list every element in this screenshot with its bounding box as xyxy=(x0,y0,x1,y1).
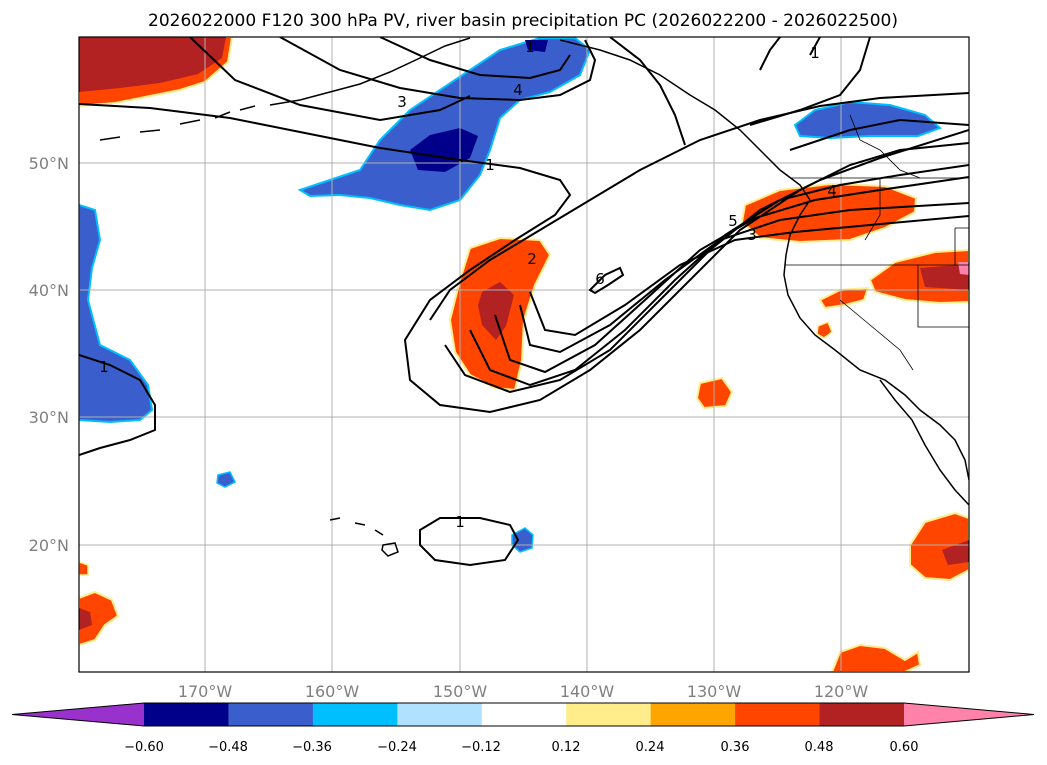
contour-label: 4 xyxy=(513,81,523,99)
contour-label-group: 1 3 4 1 1 2 6 5 3 4 1 1 xyxy=(99,38,837,531)
coast-aleutians xyxy=(99,105,256,141)
negative-region-bc xyxy=(793,100,942,140)
coast-alaska xyxy=(269,37,811,201)
coast-west-us xyxy=(783,199,969,481)
contour-label: 1 xyxy=(99,358,109,376)
contour-label: 5 xyxy=(728,212,738,230)
contour-label: 1 xyxy=(455,513,465,531)
colorbar-tick-label: 0.24 xyxy=(636,740,665,755)
colorbar-tick-label: −0.48 xyxy=(208,740,248,755)
negative-region-west xyxy=(79,203,154,424)
colorbar-tick-label: −0.24 xyxy=(377,740,417,755)
colorbar xyxy=(11,702,1035,727)
colorbar-tick-label: 0.60 xyxy=(890,740,919,755)
lon-label: 160°W xyxy=(305,682,360,701)
colorbar-tick-label: 0.48 xyxy=(805,740,834,755)
contour-3 xyxy=(444,129,969,394)
contour-label: 1 xyxy=(485,156,495,174)
contour-4 xyxy=(469,164,969,387)
latitude-labels: 50°N 40°N 30°N 20°N xyxy=(29,154,69,555)
lat-label: 50°N xyxy=(29,154,69,173)
colorbar-tick-label: −0.12 xyxy=(461,740,501,755)
positive-region-southwest-core xyxy=(79,608,92,630)
map-area: 1 3 4 1 1 2 6 5 3 4 1 1 xyxy=(79,37,969,672)
colorbar-tick-labels: −0.60 −0.48 −0.36 −0.24 −0.12 0.12 0.24 … xyxy=(124,740,918,755)
contour-1-north xyxy=(79,103,969,414)
contour-label: 1 xyxy=(810,44,820,62)
contour-1-west xyxy=(79,354,156,456)
colorbar-segment xyxy=(397,703,483,726)
positive-region-northwest-core xyxy=(79,37,226,92)
positive-region-central-core xyxy=(478,282,514,340)
contour-label: 1 xyxy=(525,38,535,56)
colorbar-tick-label: −0.60 xyxy=(124,740,164,755)
negative-region-small-2 xyxy=(511,527,534,553)
lat-label: 40°N xyxy=(29,281,69,300)
negative-regions xyxy=(79,37,942,553)
coast-hawaii xyxy=(329,517,399,557)
positive-region-tiny xyxy=(79,561,89,576)
lon-label: 140°W xyxy=(560,682,615,701)
positive-region-mexico-core xyxy=(942,540,969,565)
positive-region-south xyxy=(830,643,922,672)
lat-label: 20°N xyxy=(29,536,69,555)
contour-1-hawaii xyxy=(419,517,520,567)
colorbar-segment xyxy=(735,703,821,726)
colorbar-segment xyxy=(312,703,398,726)
contour-2 xyxy=(429,92,969,321)
colorbar-tick-label: 0.36 xyxy=(721,740,750,755)
contour-label: 3 xyxy=(747,226,757,244)
contour-label: 2 xyxy=(527,250,537,268)
map-frame xyxy=(78,36,970,673)
colorbar-segment xyxy=(144,703,229,726)
lon-label: 150°W xyxy=(433,682,488,701)
colorbar-extend-low xyxy=(12,703,144,726)
colorbar-extend-high xyxy=(904,703,1034,726)
longitude-labels: 170°W 160°W 150°W 140°W 130°W 120°W xyxy=(178,682,869,701)
contour-7 xyxy=(529,215,969,337)
colorbar-tick-label: 0.12 xyxy=(552,740,581,755)
positive-region-small-coast xyxy=(816,321,833,339)
contour-label: 4 xyxy=(827,182,837,200)
contour-label: 3 xyxy=(397,93,407,111)
map-title: 2026022000 F120 300 hPa PV, river basin … xyxy=(148,11,898,31)
colorbar-segment xyxy=(650,703,736,726)
positive-region-great-basin-core xyxy=(920,264,969,290)
contour-6-closed xyxy=(588,266,625,295)
colorbar-segment xyxy=(566,703,652,726)
contour-6 xyxy=(519,202,969,354)
colorbar-segment xyxy=(819,703,905,726)
colorbar-outline xyxy=(11,702,1035,727)
negative-region-small-1 xyxy=(216,471,237,488)
positive-region-southwest xyxy=(79,590,120,647)
pv-contours xyxy=(79,37,969,567)
lat-label: 30°N xyxy=(29,408,69,427)
colorbar-segment xyxy=(228,703,314,726)
colorbar-segment xyxy=(481,703,567,726)
contour-north-arcs xyxy=(189,37,969,151)
colorbar-tick-label: −0.36 xyxy=(292,740,332,755)
lon-label: 130°W xyxy=(687,682,742,701)
coastlines xyxy=(99,37,969,557)
contour-label: 6 xyxy=(595,270,605,288)
coast-baja xyxy=(879,379,969,506)
lon-label: 170°W xyxy=(178,682,233,701)
lon-label: 120°W xyxy=(814,682,869,701)
negative-region-core-2 xyxy=(525,40,548,52)
positive-region-california xyxy=(818,286,870,310)
